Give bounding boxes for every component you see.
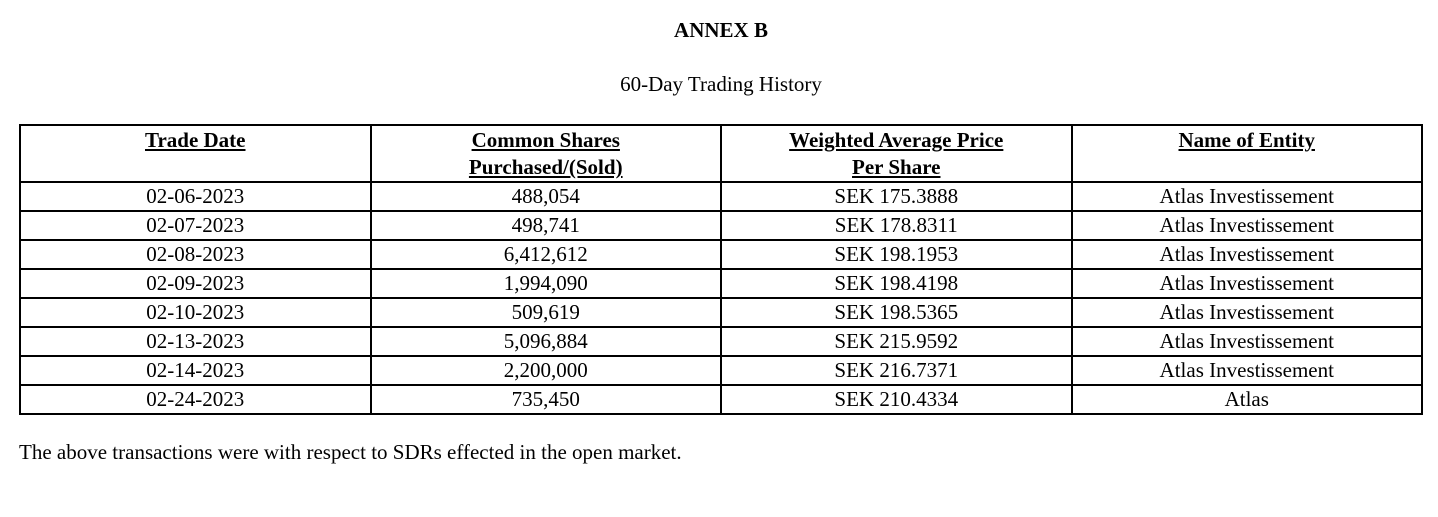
cell-trade-date: 02-08-2023 [19, 239, 372, 270]
cell-entity-name: Atlas Investissement [1070, 210, 1423, 241]
cell-common-shares: 6,412,612 [369, 239, 722, 270]
cell-price-per-share: SEK 210.4334 [720, 384, 1073, 415]
cell-price-per-share: SEK 198.4198 [720, 268, 1073, 299]
cell-price-per-share: SEK 216.7371 [720, 355, 1073, 386]
header-trade-date: Trade Date [19, 124, 372, 183]
cell-common-shares: 488,054 [369, 181, 722, 212]
table-row: 02-13-2023 5,096,884 SEK 215.9592 Atlas … [19, 326, 1423, 357]
cell-price-per-share: SEK 178.8311 [720, 210, 1073, 241]
cell-entity-name: Atlas Investissement [1070, 181, 1423, 212]
header-weighted-average-price: Weighted Average Price Per Share [720, 124, 1073, 183]
cell-trade-date: 02-14-2023 [19, 355, 372, 386]
table-header-row: Trade Date Common Shares Purchased/(Sold… [19, 124, 1423, 183]
cell-common-shares: 1,994,090 [369, 268, 722, 299]
cell-trade-date: 02-06-2023 [19, 181, 372, 212]
table-row: 02-07-2023 498,741 SEK 178.8311 Atlas In… [19, 210, 1423, 241]
table-row: 02-10-2023 509,619 SEK 198.5365 Atlas In… [19, 297, 1423, 328]
cell-entity-name: Atlas Investissement [1070, 355, 1423, 386]
table-row: 02-06-2023 488,054 SEK 175.3888 Atlas In… [19, 181, 1423, 212]
cell-entity-name: Atlas Investissement [1070, 239, 1423, 270]
annex-title: ANNEX B [674, 18, 768, 42]
table-row: 02-24-2023 735,450 SEK 210.4334 Atlas [19, 384, 1423, 415]
cell-common-shares: 509,619 [369, 297, 722, 328]
cell-price-per-share: SEK 198.5365 [720, 297, 1073, 328]
cell-trade-date: 02-07-2023 [19, 210, 372, 241]
cell-entity-name: Atlas [1070, 384, 1423, 415]
document-subtitle: 60-Day Trading History [620, 72, 822, 96]
header-line: Weighted Average Price [789, 128, 1004, 152]
header-name-of-entity: Name of Entity [1070, 124, 1423, 183]
header-line: Per Share [852, 155, 941, 179]
cell-common-shares: 735,450 [369, 384, 722, 415]
header-line: Common Shares [471, 128, 620, 152]
cell-price-per-share: SEK 215.9592 [720, 326, 1073, 357]
cell-common-shares: 5,096,884 [369, 326, 722, 357]
cell-trade-date: 02-09-2023 [19, 268, 372, 299]
cell-entity-name: Atlas Investissement [1070, 268, 1423, 299]
trading-history-table: Trade Date Common Shares Purchased/(Sold… [19, 124, 1423, 415]
header-line: Trade Date [145, 128, 246, 152]
table-row: 02-09-2023 1,994,090 SEK 198.4198 Atlas … [19, 268, 1423, 299]
table-row: 02-08-2023 6,412,612 SEK 198.1953 Atlas … [19, 239, 1423, 270]
cell-common-shares: 2,200,000 [369, 355, 722, 386]
header-line: Purchased/(Sold) [468, 155, 623, 179]
header-line: Name of Entity [1178, 128, 1315, 152]
cell-trade-date: 02-13-2023 [19, 326, 372, 357]
cell-trade-date: 02-24-2023 [19, 384, 372, 415]
cell-trade-date: 02-10-2023 [19, 297, 372, 328]
cell-common-shares: 498,741 [369, 210, 722, 241]
cell-entity-name: Atlas Investissement [1070, 326, 1423, 357]
cell-entity-name: Atlas Investissement [1070, 297, 1423, 328]
header-common-shares: Common Shares Purchased/(Sold) [369, 124, 722, 183]
footnote: The above transactions were with respect… [19, 440, 682, 464]
table-row: 02-14-2023 2,200,000 SEK 216.7371 Atlas … [19, 355, 1423, 386]
cell-price-per-share: SEK 198.1953 [720, 239, 1073, 270]
cell-price-per-share: SEK 175.3888 [720, 181, 1073, 212]
